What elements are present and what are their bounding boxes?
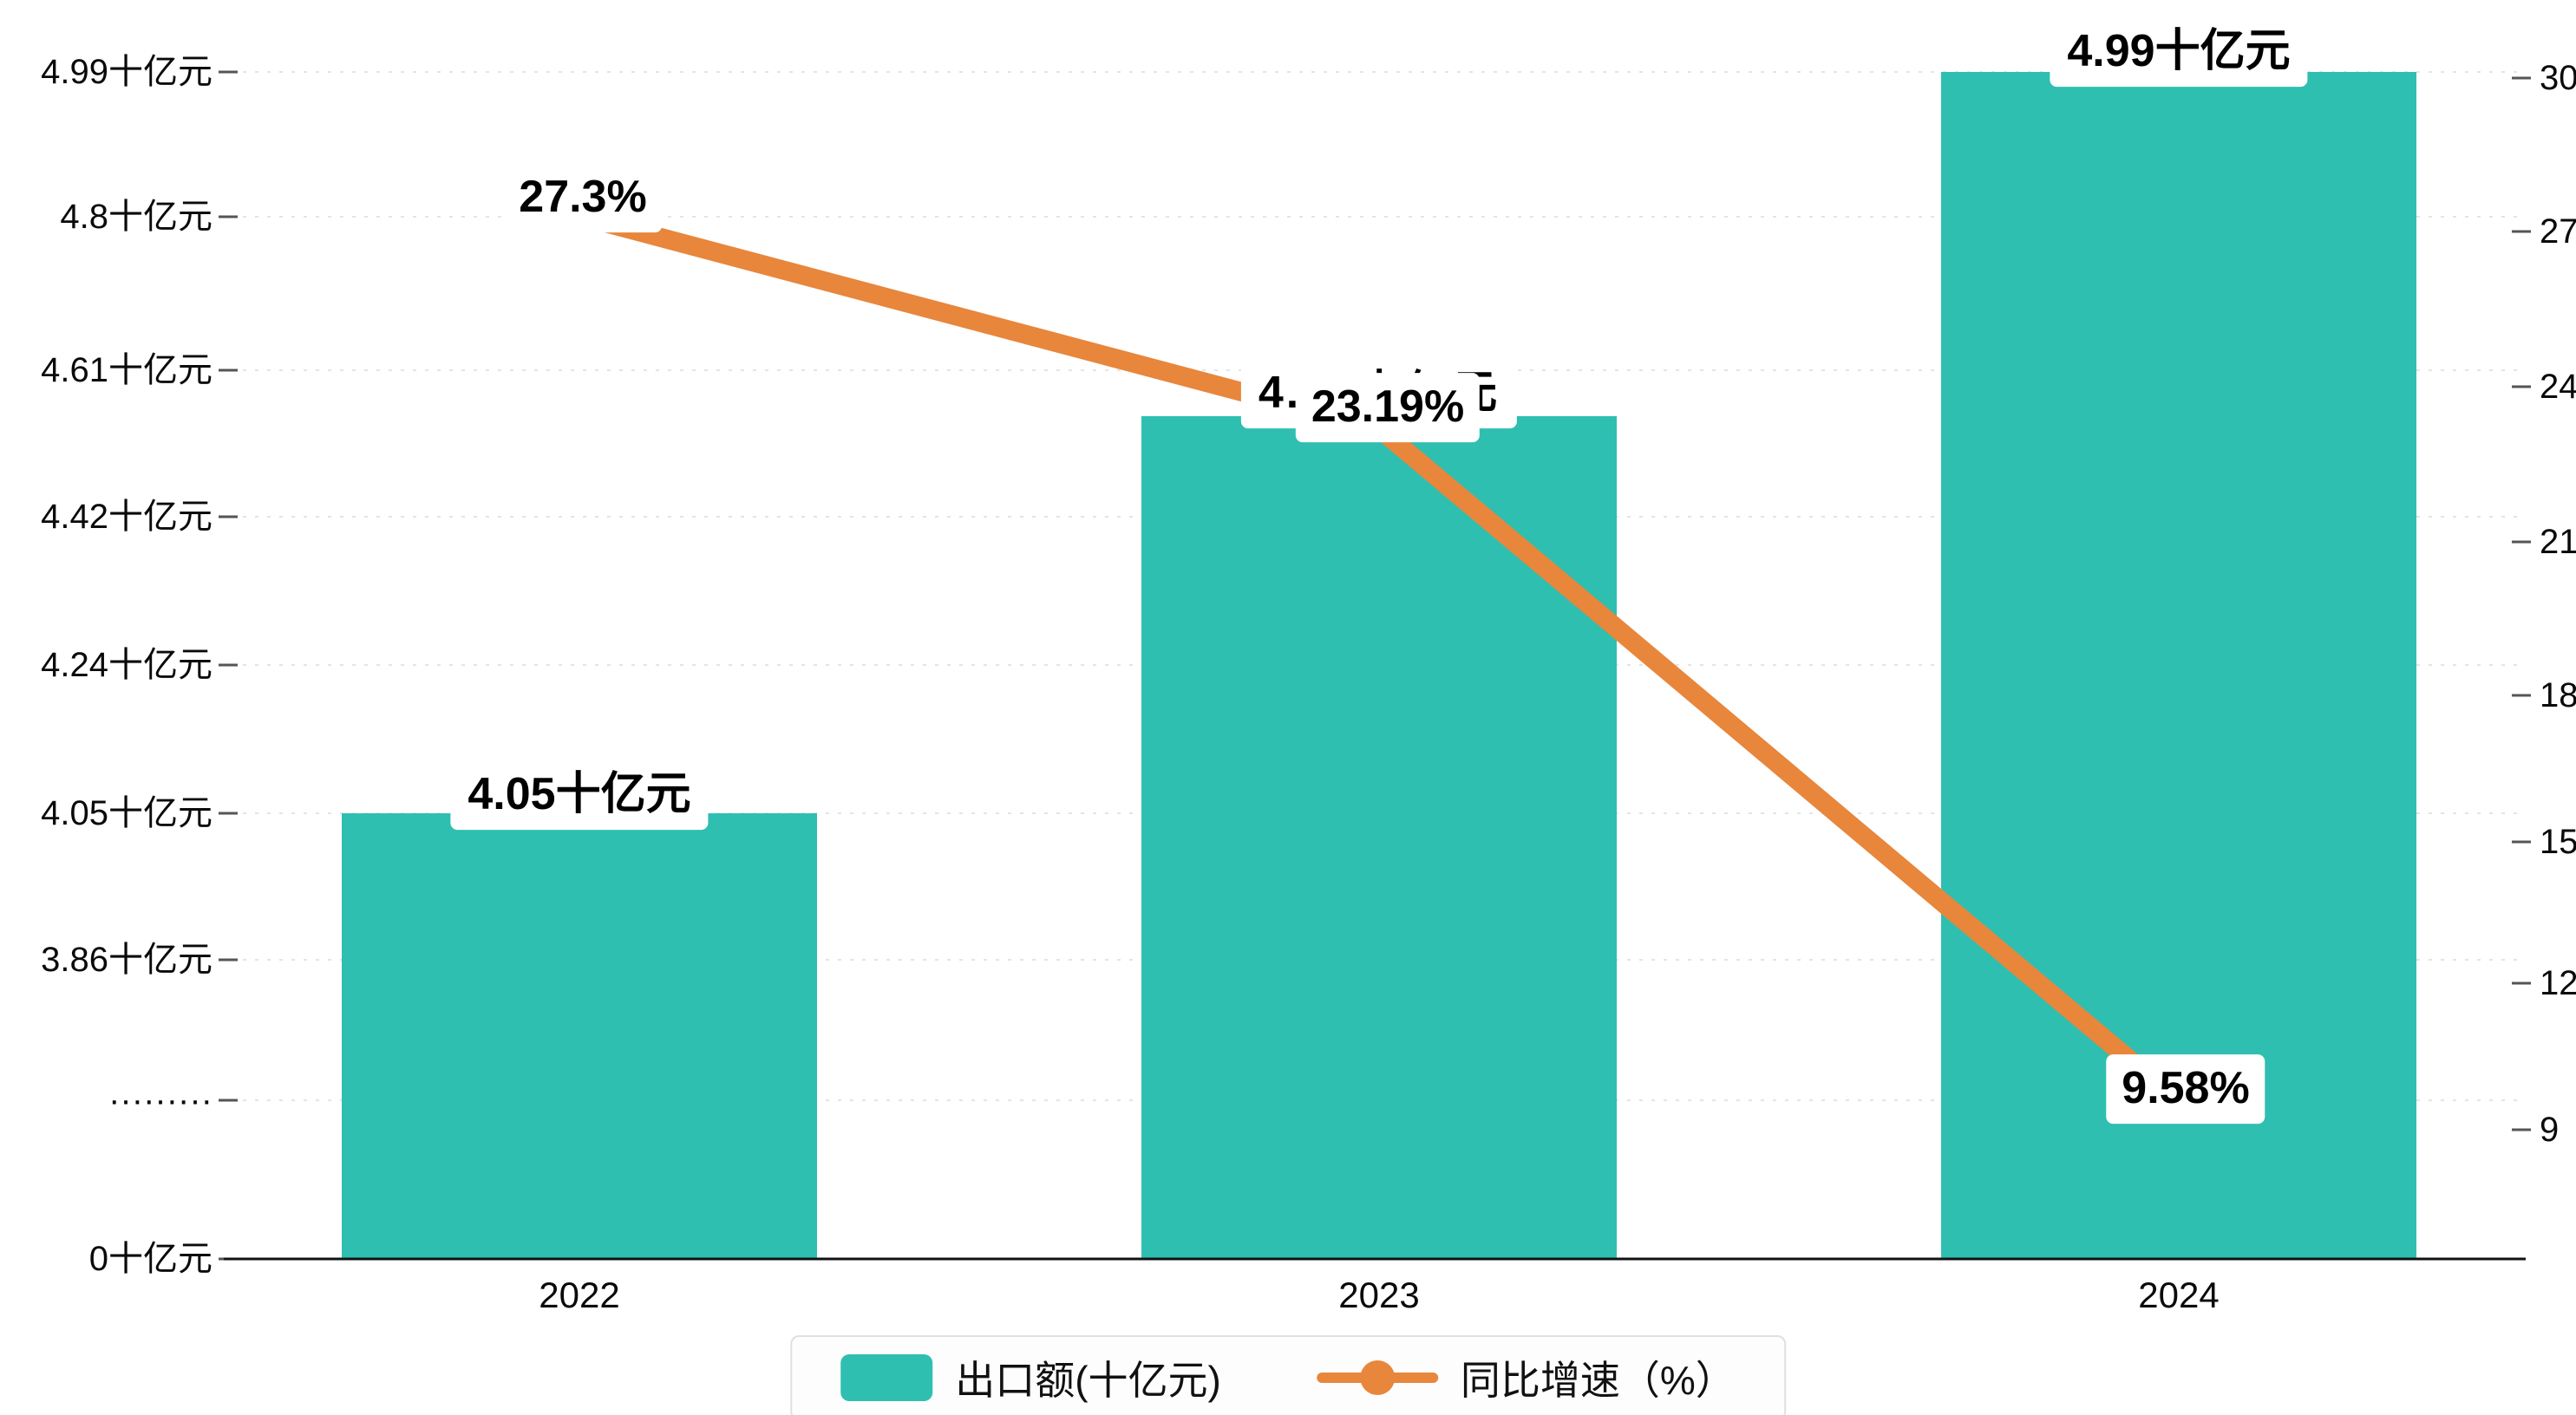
right-axis-tick-label: 30 [2540,59,2576,97]
legend: 出口额(十亿元) 同比增速（%） [790,1335,1786,1415]
growth-label-2024: 9.58% [2106,1054,2265,1124]
bar-series [342,72,2416,1259]
left-axis-broken-marker: ········· [108,1081,212,1119]
left-axis-tick-label: 4.8十亿元 [60,198,212,236]
right-axis-tick-label: 9 [2540,1111,2560,1149]
right-axis-ticks [2512,76,2531,1131]
legend-line-marker-icon [1316,1359,1438,1397]
left-axis-tick-label: 4.42十亿元 [41,498,212,536]
left-axis-tick-label: 4.99十亿元 [41,53,212,91]
left-axis-tick-label: 4.24十亿元 [41,646,212,684]
left-axis-ticks [219,70,238,1261]
right-axis-tick-label: 12 [2540,964,2576,1002]
x-axis-label-2022: 2022 [539,1275,620,1315]
bar-2023 [1141,416,1617,1259]
left-axis-tick-label: 3.86十亿元 [41,941,212,979]
x-axis-label-2023: 2023 [1338,1275,1420,1315]
bar-value-label-2024: 4.99十亿元 [2050,17,2308,87]
left-axis-tick-label: 4.05十亿元 [41,794,212,832]
left-axis-tick-label: 0十亿元 [88,1240,212,1278]
bar-value-label-2022: 4.05十亿元 [450,760,709,830]
right-axis-tick-label: 18 [2540,676,2576,714]
legend-line-label: 同比增速（%） [1460,1358,1736,1403]
x-axis-label-2024: 2024 [2138,1275,2220,1315]
bar-2022 [342,813,817,1259]
right-axis-tick-label: 24 [2540,368,2576,406]
legend-bar-label: 出口额(十亿元) [955,1358,1221,1403]
right-axis-tick-label: 21 [2540,523,2576,561]
growth-label-2022: 27.3% [503,163,663,232]
right-axis-tick-label: 15 [2540,823,2576,861]
right-axis-tick-label: 27 [2540,212,2576,251]
left-axis-tick-label: 4.61十亿元 [41,351,212,389]
legend-bar-swatch-icon [840,1354,933,1401]
growth-label-2023: 23.19% [1295,373,1481,442]
